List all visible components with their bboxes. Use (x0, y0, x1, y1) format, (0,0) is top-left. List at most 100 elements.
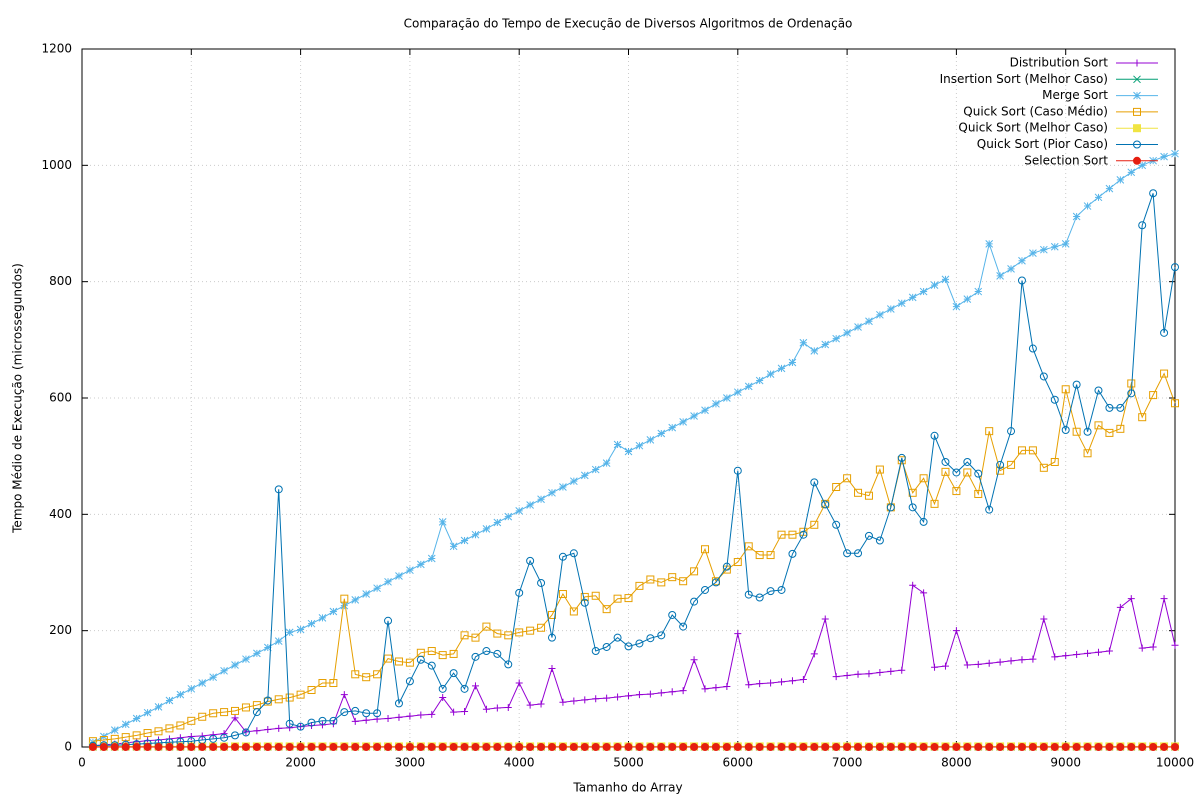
data-point (1171, 263, 1179, 272)
data-point (864, 743, 873, 751)
data-point (1138, 221, 1147, 230)
data-point (723, 683, 731, 691)
data-point (307, 619, 316, 628)
data-point (449, 649, 458, 658)
data-point (1083, 449, 1092, 458)
data-point (1072, 427, 1081, 436)
data-point (253, 649, 261, 658)
data-point (482, 743, 491, 751)
data-point (286, 724, 294, 732)
data-point (1072, 743, 1081, 751)
data-point (1029, 655, 1037, 663)
data-point (1007, 265, 1015, 273)
data-point (580, 471, 589, 480)
data-point (766, 587, 775, 596)
data-point (460, 684, 469, 693)
data-point (504, 703, 512, 711)
legend-marker (1133, 75, 1141, 84)
x-tick-label: 1000 (176, 756, 207, 770)
data-point (143, 708, 152, 717)
data-point (187, 743, 196, 751)
data-point (285, 628, 294, 637)
data-point (373, 584, 381, 593)
data-point (558, 590, 567, 599)
data-point (362, 590, 371, 598)
data-point (1160, 743, 1169, 751)
data-point (1051, 653, 1059, 661)
data-point (394, 657, 403, 666)
data-point (701, 585, 710, 594)
data-point (755, 743, 764, 751)
data-point (799, 338, 808, 347)
data-point (591, 743, 600, 751)
data-point (854, 743, 863, 751)
data-point (1094, 648, 1102, 656)
data-point (1094, 743, 1103, 751)
data-point (143, 729, 152, 738)
data-point (679, 417, 688, 426)
data-point (635, 639, 644, 648)
data-point (931, 663, 939, 671)
data-point (526, 501, 534, 509)
data-point (1094, 386, 1103, 395)
data-point (275, 724, 283, 732)
data-point (427, 743, 436, 751)
data-point (832, 334, 841, 343)
data-point (569, 607, 578, 616)
data-point (864, 491, 873, 500)
data-point (340, 594, 349, 603)
data-point (176, 734, 184, 742)
data-point (252, 708, 261, 717)
data-point (1028, 743, 1037, 751)
data-point (263, 643, 272, 652)
legend-marker (1133, 156, 1141, 165)
data-point (1072, 212, 1081, 221)
data-point (318, 716, 327, 725)
data-point (843, 671, 851, 679)
data-point (843, 549, 852, 558)
data-point (274, 743, 283, 751)
data-point (766, 551, 775, 560)
data-point (263, 696, 272, 705)
data-point (690, 412, 698, 420)
data-point (438, 518, 447, 526)
data-point (810, 743, 819, 751)
data-point (821, 743, 830, 751)
x-tick-label: 5000 (613, 756, 644, 770)
data-point (285, 719, 294, 728)
data-point (1105, 184, 1114, 193)
data-point (438, 651, 447, 660)
data-point (318, 614, 327, 622)
data-point (154, 703, 163, 711)
data-point (1116, 743, 1125, 751)
data-point (1007, 427, 1016, 436)
data-point (482, 705, 490, 713)
data-point (537, 623, 546, 632)
data-point (591, 647, 600, 656)
data-point (1039, 245, 1048, 254)
data-point (646, 575, 655, 584)
data-point (788, 677, 796, 685)
data-point (296, 690, 305, 699)
legend-marker (1133, 91, 1141, 100)
data-point (821, 500, 830, 509)
data-point (996, 271, 1004, 280)
data-point (427, 647, 436, 656)
data-point (1105, 428, 1114, 437)
data-point (165, 724, 174, 733)
data-point (679, 577, 688, 586)
legend-label: Quick Sort (Pior Caso) (977, 137, 1108, 151)
data-point (690, 567, 699, 576)
y-tick-label: 800 (49, 274, 72, 288)
x-tick-label: 9000 (1050, 756, 1081, 770)
x-tick-label: 3000 (395, 756, 426, 770)
data-point (1138, 743, 1147, 751)
data-point (1084, 649, 1092, 657)
data-point (985, 240, 994, 248)
data-point (242, 655, 250, 664)
data-point (996, 658, 1004, 666)
data-point (241, 703, 250, 712)
data-point (307, 685, 316, 694)
data-point (930, 499, 939, 508)
x-axis-label: Tamanho do Array (572, 781, 682, 795)
